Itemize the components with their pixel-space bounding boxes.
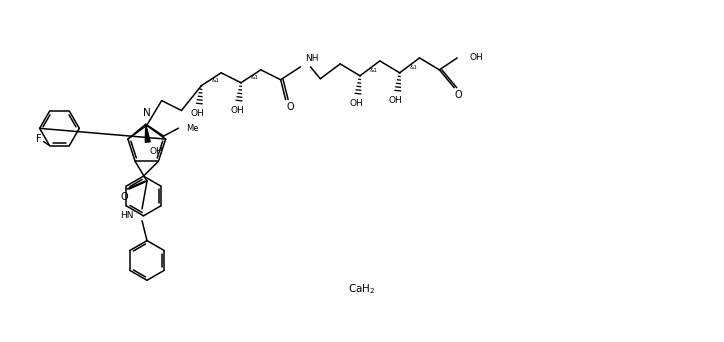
- Text: Me: Me: [186, 124, 199, 133]
- Text: OH: OH: [349, 99, 363, 108]
- Text: N: N: [143, 108, 151, 118]
- Text: &1: &1: [211, 78, 219, 83]
- Text: OH: OH: [469, 53, 483, 63]
- Text: O: O: [120, 192, 128, 202]
- Text: &1: &1: [370, 68, 378, 73]
- Text: F: F: [36, 134, 41, 144]
- Text: CaH$_2$: CaH$_2$: [348, 282, 376, 296]
- Text: O: O: [287, 102, 295, 111]
- Polygon shape: [146, 124, 150, 142]
- Text: OH: OH: [389, 96, 403, 105]
- Text: OH: OH: [230, 106, 244, 115]
- Text: &1: &1: [251, 75, 258, 80]
- Text: OH: OH: [190, 109, 204, 118]
- Text: HN: HN: [121, 211, 134, 220]
- Text: &1: &1: [410, 65, 418, 70]
- Text: OH: OH: [150, 147, 164, 157]
- Text: O: O: [455, 90, 462, 100]
- Text: NH: NH: [306, 54, 319, 63]
